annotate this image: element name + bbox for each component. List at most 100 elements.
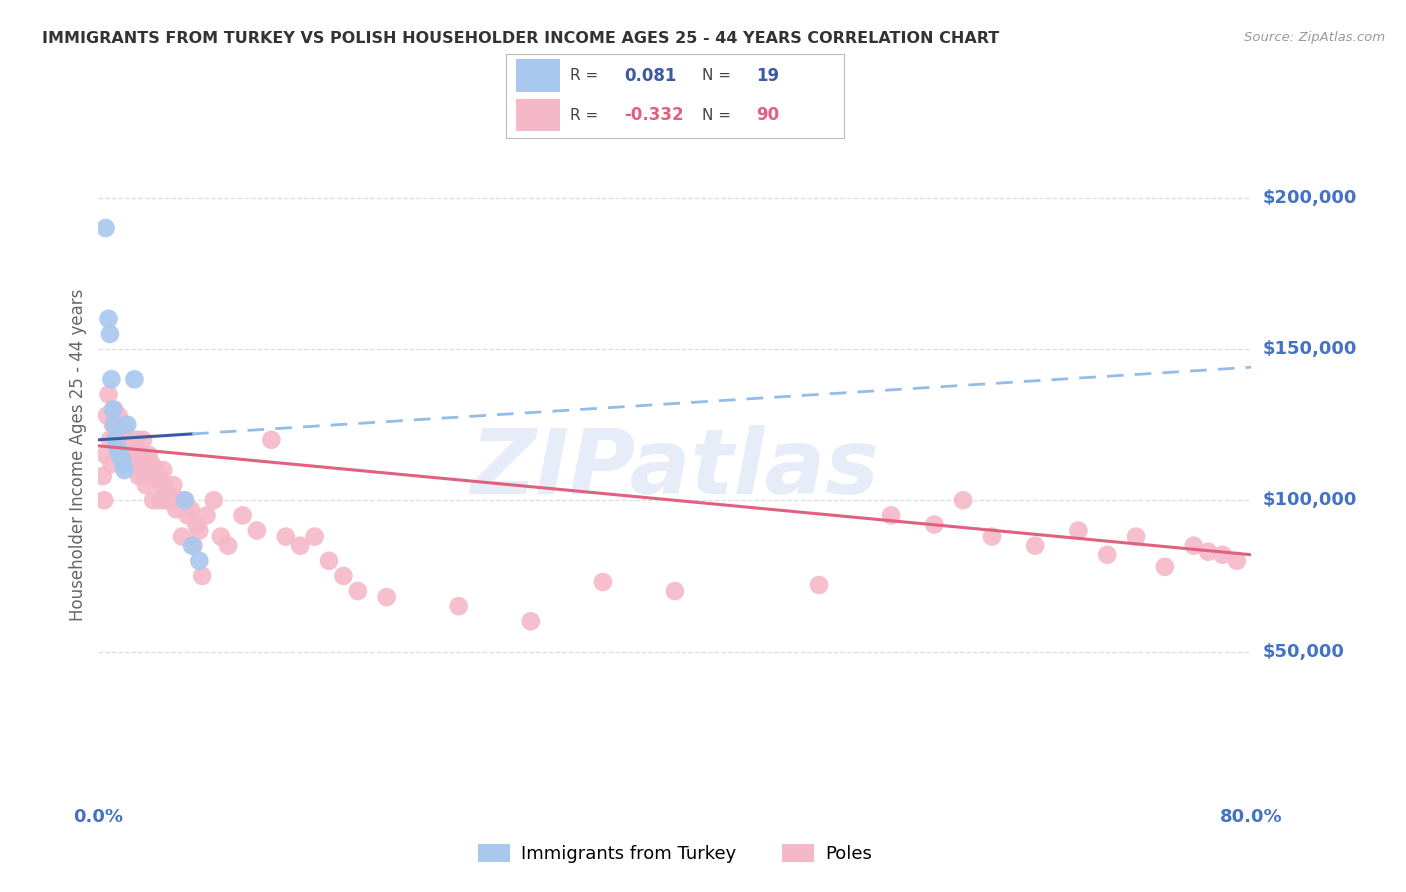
Point xyxy=(149,493,172,508)
Point xyxy=(100,372,122,386)
Point xyxy=(120,448,142,462)
Point xyxy=(112,463,135,477)
Point xyxy=(520,615,543,629)
Point xyxy=(96,409,118,423)
Bar xyxy=(516,99,560,131)
Text: $200,000: $200,000 xyxy=(1263,189,1357,207)
Point xyxy=(880,508,903,523)
Point xyxy=(152,463,174,477)
Point xyxy=(108,433,131,447)
Point xyxy=(139,463,162,477)
Point xyxy=(94,221,117,235)
Point xyxy=(174,493,197,508)
Point xyxy=(101,402,124,417)
Point xyxy=(105,439,128,453)
Text: 0.081: 0.081 xyxy=(624,67,676,85)
Point xyxy=(202,493,225,508)
Point xyxy=(91,469,114,483)
Point xyxy=(1197,545,1219,559)
Point xyxy=(125,448,148,462)
Text: R =: R = xyxy=(571,108,599,123)
Point xyxy=(107,409,129,423)
Point xyxy=(98,326,121,341)
Point xyxy=(122,457,145,471)
Point xyxy=(188,524,211,538)
Point xyxy=(129,448,152,462)
Point xyxy=(124,439,146,453)
Point xyxy=(114,426,136,441)
Point xyxy=(127,433,149,447)
Point xyxy=(104,433,127,447)
Point xyxy=(153,478,176,492)
Point xyxy=(117,433,138,447)
Point xyxy=(231,508,254,523)
Point xyxy=(155,493,177,508)
Point xyxy=(209,530,232,544)
Point xyxy=(318,554,340,568)
Point xyxy=(121,433,143,447)
Point xyxy=(134,469,156,483)
Point xyxy=(132,433,155,447)
Bar xyxy=(516,60,560,92)
Point xyxy=(1182,539,1205,553)
Point xyxy=(128,469,150,483)
Text: $150,000: $150,000 xyxy=(1263,340,1357,358)
Point xyxy=(111,417,134,432)
Text: Source: ZipAtlas.com: Source: ZipAtlas.com xyxy=(1244,31,1385,45)
Text: -0.332: -0.332 xyxy=(624,106,683,124)
Point xyxy=(195,508,218,523)
Point xyxy=(188,554,211,568)
Point xyxy=(1097,548,1119,562)
Point xyxy=(159,493,181,508)
Point xyxy=(107,445,129,459)
Text: N =: N = xyxy=(702,108,731,123)
Point xyxy=(136,457,159,471)
Text: $50,000: $50,000 xyxy=(1263,642,1344,661)
Text: 19: 19 xyxy=(756,67,779,85)
Point xyxy=(807,578,830,592)
Point xyxy=(94,448,117,462)
Point xyxy=(1067,524,1090,538)
Point xyxy=(156,487,179,501)
Point xyxy=(165,502,187,516)
Point xyxy=(141,457,163,471)
Point xyxy=(118,439,141,453)
Point xyxy=(112,439,135,453)
Point xyxy=(142,493,165,508)
Point xyxy=(124,372,146,386)
Point xyxy=(183,539,205,553)
Point xyxy=(1024,539,1046,553)
Point xyxy=(143,469,166,483)
Point xyxy=(135,478,157,492)
Point xyxy=(110,426,132,441)
Point xyxy=(98,433,121,447)
Point xyxy=(246,524,269,538)
Text: $100,000: $100,000 xyxy=(1263,491,1357,509)
Point xyxy=(191,569,214,583)
Point xyxy=(447,599,470,614)
Point xyxy=(1153,559,1175,574)
Point xyxy=(1212,548,1234,562)
Point xyxy=(952,493,974,508)
Point xyxy=(375,590,398,604)
Point xyxy=(1226,554,1249,568)
Point xyxy=(162,478,184,492)
Point xyxy=(981,530,1004,544)
Point xyxy=(170,530,193,544)
Point xyxy=(117,417,138,432)
Point xyxy=(260,433,283,447)
Point xyxy=(180,502,202,516)
Text: IMMIGRANTS FROM TURKEY VS POLISH HOUSEHOLDER INCOME AGES 25 - 44 YEARS CORRELATI: IMMIGRANTS FROM TURKEY VS POLISH HOUSEHO… xyxy=(42,31,1000,46)
Point xyxy=(592,574,614,589)
Point xyxy=(346,584,368,599)
Point xyxy=(304,530,326,544)
Point xyxy=(664,584,686,599)
Text: N =: N = xyxy=(702,68,731,83)
Point xyxy=(108,448,131,462)
Point xyxy=(103,402,125,417)
Point xyxy=(138,448,160,462)
Point xyxy=(217,539,239,553)
Point xyxy=(103,417,125,432)
Legend: Immigrants from Turkey, Poles: Immigrants from Turkey, Poles xyxy=(471,837,879,871)
Point xyxy=(101,417,124,432)
